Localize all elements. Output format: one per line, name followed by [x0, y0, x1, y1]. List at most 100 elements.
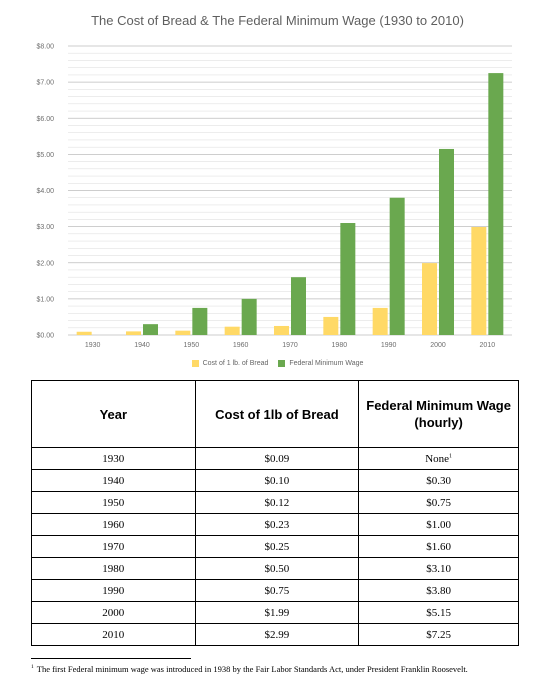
cell-bread-cost-value: $0.25	[264, 540, 290, 553]
bar-wage-2010	[488, 73, 504, 335]
y-tick-label: $5.00	[36, 152, 54, 159]
cell-minimum-wage-value: $0.75	[426, 496, 451, 509]
bar-wage-2000	[439, 148, 454, 335]
legend-item-bread: Cost of 1 lb. of Bread	[191, 360, 269, 367]
table-row: 1960 $0.23 $1.00	[31, 513, 519, 536]
table-row: 1950 $0.12 $0.75	[31, 491, 519, 514]
cell-minimum-wage-value: $3.10	[426, 562, 451, 575]
gridlines	[68, 45, 512, 336]
header-bread-cost: Cost of 1lb of Bread	[194, 380, 360, 448]
cell-bread-cost: $0.75	[194, 579, 360, 602]
table-body: 1930 $0.09 None1 1940 $0.10 $0.30 1950 $0.12 $0.…	[31, 447, 519, 646]
cell-minimum-wage: $1.60	[358, 535, 519, 558]
x-tick-label: 1950	[184, 342, 200, 349]
cell-bread-cost-value: $1.99	[264, 606, 290, 619]
legend-swatch-bread	[191, 360, 199, 367]
bar-bread-2000	[422, 263, 437, 335]
cell-bread-cost: $0.09	[194, 447, 360, 470]
cell-year-value: 1980	[102, 562, 125, 575]
cell-minimum-wage: $7.25	[358, 623, 519, 646]
bar-bread-1950	[175, 330, 191, 335]
cell-minimum-wage-value: $3.80	[426, 584, 451, 597]
x-tick-label: 1990	[381, 342, 397, 349]
x-tick-label: 1940	[134, 342, 150, 349]
bars	[76, 73, 504, 335]
bar-chart: $0.00 $1.00 $2.00 $3.00 $4.00 $5.00 $6.00 $7.00…	[36, 44, 512, 349]
table-header-row: Year Cost of 1lb of Bread Federal Minimu…	[31, 380, 519, 448]
cell-year: 1990	[31, 579, 196, 602]
bar-wage-1940	[143, 324, 158, 335]
chart-legend: Cost of 1 lb. of Bread Federal Minimum W…	[0, 360, 555, 369]
legend-item-wage: Federal Minimum Wage	[278, 360, 363, 367]
bar-wage-1980	[340, 223, 356, 335]
bar-bread-2010	[471, 226, 487, 335]
header-year: Year	[31, 380, 196, 448]
bar-wage-1960	[241, 298, 257, 335]
cell-year-value: 1950	[102, 496, 125, 509]
x-tick-label: 1930	[85, 342, 101, 349]
table-row: 2000 $1.99 $5.15	[31, 601, 519, 624]
bar-bread-1990	[372, 307, 388, 335]
cell-minimum-wage: $1.00	[358, 513, 519, 536]
y-tick-label: $6.00	[36, 116, 54, 123]
legend-label-bread: Cost of 1 lb. of Bread	[202, 360, 269, 367]
cell-minimum-wage: None1	[358, 447, 519, 470]
y-axis-ticks: $0.00 $1.00 $2.00 $3.00 $4.00 $5.00 $6.00 $7.00…	[36, 44, 54, 340]
cell-minimum-wage-value: None	[425, 452, 450, 465]
cell-year-value: 1970	[102, 540, 125, 553]
x-tick-label: 2000	[430, 342, 446, 349]
cell-bread-cost: $0.10	[194, 469, 360, 492]
cell-minimum-wage: $5.15	[358, 601, 519, 624]
cell-minimum-wage-value: $7.25	[426, 628, 451, 641]
y-tick-label: $1.00	[36, 296, 54, 303]
cell-minimum-wage: $0.30	[358, 469, 519, 492]
cell-year: 1980	[31, 557, 196, 580]
cell-year-value: 2000	[102, 606, 125, 619]
x-tick-label: 1970	[282, 342, 298, 349]
cell-minimum-wage: $3.80	[358, 579, 519, 602]
table-note-marker: 1	[449, 452, 453, 459]
cell-year: 1970	[31, 535, 196, 558]
cell-minimum-wage-value: $5.15	[426, 606, 451, 619]
cell-minimum-wage-value: $1.60	[426, 540, 451, 553]
cell-bread-cost: $0.12	[194, 491, 360, 514]
cell-bread-cost-value: $0.50	[264, 562, 290, 575]
x-axis-ticks: 1930 1940 1950 1960 1970 1980 1990 2000 2010	[85, 342, 495, 349]
cell-year-value: 1930	[102, 452, 125, 465]
cell-year-value: 2010	[102, 628, 125, 641]
legend-swatch-wage	[278, 360, 286, 367]
cell-year: 1930	[31, 447, 196, 470]
cell-bread-cost: $0.50	[194, 557, 360, 580]
bar-wage-1990	[389, 197, 405, 335]
y-tick-label: $3.00	[36, 224, 54, 231]
cell-bread-cost: $0.23	[194, 513, 360, 536]
y-tick-label: $0.00	[36, 333, 54, 340]
footnote-divider	[31, 658, 191, 659]
table-row: 1970 $0.25 $1.60	[31, 535, 519, 558]
header-minimum-wage: Federal Minimum Wage (hourly)	[358, 380, 519, 448]
bar-wage-1970	[291, 277, 306, 335]
x-tick-label: 2010	[480, 342, 496, 349]
bar-bread-1960	[224, 326, 240, 335]
cell-minimum-wage-value: $1.00	[426, 518, 451, 531]
table-row: 1940 $0.10 $0.30	[31, 469, 519, 492]
chart-title: The Cost of Bread & The Federal Minimum …	[91, 13, 464, 28]
x-tick-label: 1980	[332, 342, 348, 349]
cell-year: 2010	[31, 623, 196, 646]
cell-bread-cost-value: $0.23	[264, 518, 290, 531]
cell-year-value: 1990	[102, 584, 125, 597]
table-row: 1930 $0.09 None1	[31, 447, 519, 470]
cell-bread-cost-value: $2.99	[264, 628, 290, 641]
table-row: 2010 $2.99 $7.25	[31, 623, 519, 646]
cell-bread-cost-value: $0.75	[264, 584, 290, 597]
cell-bread-cost-value: $0.09	[264, 452, 290, 465]
legend-label-wage: Federal Minimum Wage	[289, 360, 364, 367]
y-tick-label: $4.00	[36, 188, 54, 195]
cell-bread-cost: $0.25	[194, 535, 360, 558]
y-tick-label: $7.00	[36, 80, 54, 87]
footnote-text: The first Federal minimum wage was intro…	[36, 663, 468, 674]
cell-year: 2000	[31, 601, 196, 624]
y-tick-label: $8.00	[36, 44, 54, 51]
footnote-marker: 1	[31, 664, 34, 670]
bar-bread-1980	[323, 316, 339, 335]
